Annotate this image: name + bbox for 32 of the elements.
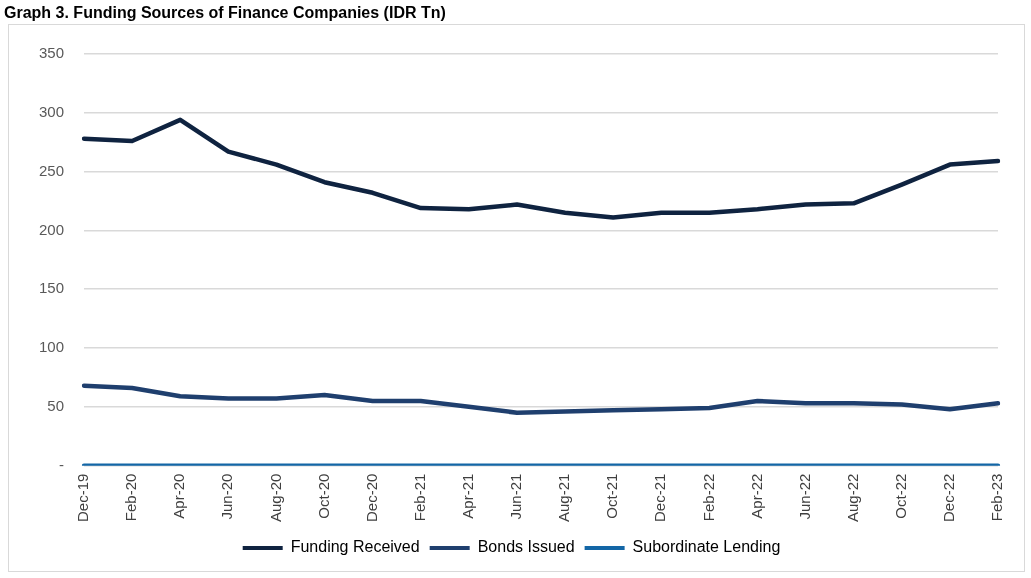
y-tick-label: 300 xyxy=(39,102,65,120)
y-tick-label: 350 xyxy=(39,44,65,62)
legend-label: Funding Received xyxy=(290,538,420,556)
y-tick-label: 200 xyxy=(39,220,65,238)
x-tick-label: Jun-21 xyxy=(507,473,525,520)
x-tick-label: Apr-22 xyxy=(747,473,765,519)
x-tick-label: Dec-22 xyxy=(940,473,958,522)
y-tick-label: 100 xyxy=(39,338,65,356)
legend-label: Subordinate Lending xyxy=(632,538,781,556)
x-tick-label: Feb-21 xyxy=(410,473,428,522)
x-tick-label: Feb-23 xyxy=(988,473,1006,522)
legend-label: Bonds Issued xyxy=(477,538,575,556)
y-tick-label: 150 xyxy=(39,279,65,297)
x-tick-label: Apr-20 xyxy=(170,473,188,519)
x-tick-label: Apr-21 xyxy=(459,473,476,519)
x-tick-label: Dec-19 xyxy=(74,473,92,522)
x-tick-label: Aug-21 xyxy=(555,473,573,523)
y-tick-label: 250 xyxy=(39,161,65,179)
x-tick-label: Oct-21 xyxy=(603,473,621,519)
x-tick-label: Feb-20 xyxy=(122,473,140,522)
x-tick-label: Oct-20 xyxy=(314,473,332,519)
y-tick-label: - xyxy=(59,455,65,473)
x-tick-label: Jun-22 xyxy=(795,473,813,520)
x-tick-label: Jun-20 xyxy=(218,473,236,520)
x-tick-label: Dec-20 xyxy=(362,473,380,522)
x-tick-label: Oct-22 xyxy=(891,473,909,519)
x-tick-label: Dec-21 xyxy=(651,473,669,522)
chart-title: Graph 3. Funding Sources of Finance Companies (IDR Tn) xyxy=(3,3,447,23)
y-tick-label: 50 xyxy=(47,396,65,414)
x-tick-label: Feb-22 xyxy=(699,473,717,522)
x-tick-label: Aug-22 xyxy=(843,473,861,523)
x-tick-label: Aug-20 xyxy=(266,473,284,523)
